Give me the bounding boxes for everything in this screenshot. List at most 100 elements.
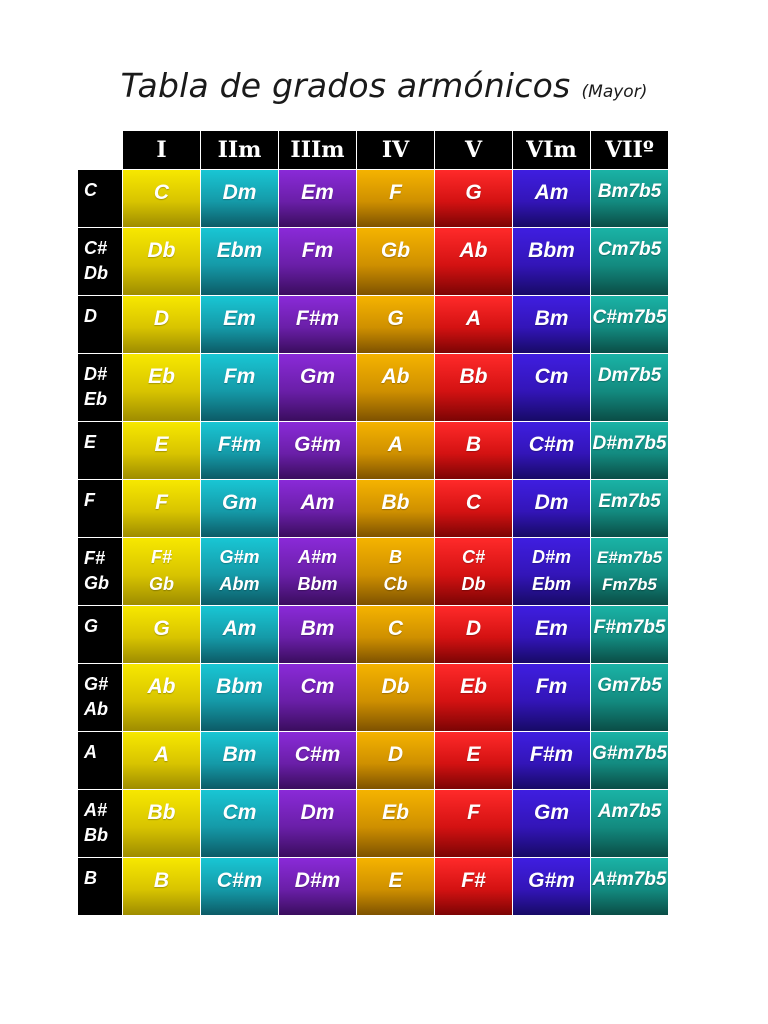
chord-cell: Bb xyxy=(357,480,434,537)
title-main: Tabla de grados armónicos xyxy=(120,66,571,105)
chord-cell: A#m7b5 xyxy=(591,858,668,915)
chord-cell: Bm7b5 xyxy=(591,170,668,227)
chord-cell: G#m xyxy=(513,858,590,915)
chord-cell: C xyxy=(123,170,200,227)
chord-cell: F#m xyxy=(201,422,278,479)
chord-cell: B xyxy=(123,858,200,915)
chord-cell: Ab xyxy=(123,664,200,731)
chord-cell: Fm xyxy=(201,354,278,421)
chord-degree-table: I IIm IIIm IV V VIm VIIº C C Dm Em F G Am Bm7b5 C# Db Db… xyxy=(78,131,668,915)
chord-cell: Bbm xyxy=(513,228,590,295)
chord-cell: Fm xyxy=(513,664,590,731)
chord-cell: Ab xyxy=(435,228,512,295)
chord-cell: Eb xyxy=(435,664,512,731)
chord-cell: Dm7b5 xyxy=(591,354,668,421)
chord-cell: Am xyxy=(513,170,590,227)
column-header-degree: VIIº xyxy=(591,131,668,169)
row-header-key: F xyxy=(78,480,122,537)
title-subtitle: (Mayor) xyxy=(581,82,648,102)
chord-cell: D#m7b5 xyxy=(591,422,668,479)
chord-cell: C#m xyxy=(279,732,356,789)
chord-cell: Db xyxy=(123,228,200,295)
column-header-degree: VIm xyxy=(513,131,590,169)
chord-cell: C#m xyxy=(201,858,278,915)
row-header-key: G xyxy=(78,606,122,663)
chord-cell: Am xyxy=(279,480,356,537)
chord-cell: G#m xyxy=(279,422,356,479)
chord-cell: Eb xyxy=(123,354,200,421)
chord-cell: Bbm xyxy=(201,664,278,731)
chord-cell: A xyxy=(435,296,512,353)
chord-cell: C xyxy=(435,480,512,537)
chord-cell: Cm xyxy=(279,664,356,731)
chord-cell: Bm xyxy=(513,296,590,353)
chord-cell: F xyxy=(435,790,512,857)
chord-cell: G#m Abm xyxy=(201,538,278,605)
chord-cell: Em7b5 xyxy=(591,480,668,537)
chord-cell: D xyxy=(435,606,512,663)
row-header-key: C# Db xyxy=(78,228,122,295)
page-title: Tabla de grados armónicos (Mayor) xyxy=(0,66,768,105)
chord-cell: Gm xyxy=(513,790,590,857)
chord-cell: G xyxy=(357,296,434,353)
row-header-key: A# Bb xyxy=(78,790,122,857)
chord-cell: C#m7b5 xyxy=(591,296,668,353)
chord-cell: Cm xyxy=(513,354,590,421)
chord-cell: C# Db xyxy=(435,538,512,605)
chord-cell: C xyxy=(357,606,434,663)
chord-cell: D#m xyxy=(279,858,356,915)
table-corner xyxy=(78,131,122,169)
column-header-degree: IIIm xyxy=(279,131,356,169)
chord-cell: F#m7b5 xyxy=(591,606,668,663)
column-header-degree: IIm xyxy=(201,131,278,169)
row-header-key: E xyxy=(78,422,122,479)
row-header-key: G# Ab xyxy=(78,664,122,731)
chord-cell: F# xyxy=(435,858,512,915)
row-header-key: F# Gb xyxy=(78,538,122,605)
chord-cell: Bb xyxy=(123,790,200,857)
row-header-key: A xyxy=(78,732,122,789)
chord-cell: F#m xyxy=(279,296,356,353)
chord-cell: Cm xyxy=(201,790,278,857)
chord-cell: Gb xyxy=(357,228,434,295)
chord-cell: G#m7b5 xyxy=(591,732,668,789)
chord-cell: Bb xyxy=(435,354,512,421)
chord-cell: A xyxy=(123,732,200,789)
chord-cell: Dm xyxy=(279,790,356,857)
chord-cell: D xyxy=(357,732,434,789)
chord-cell: E xyxy=(357,858,434,915)
column-header-degree: V xyxy=(435,131,512,169)
row-header-key: C xyxy=(78,170,122,227)
chord-cell: Fm xyxy=(279,228,356,295)
chord-cell: E xyxy=(435,732,512,789)
chord-cell: E#m7b5 Fm7b5 xyxy=(591,538,668,605)
chord-cell: C#m xyxy=(513,422,590,479)
chord-cell: D#m Ebm xyxy=(513,538,590,605)
chord-cell: Dm xyxy=(513,480,590,537)
chord-cell: Am7b5 xyxy=(591,790,668,857)
chord-cell: Ebm xyxy=(201,228,278,295)
chord-cell: Eb xyxy=(357,790,434,857)
chord-cell: B Cb xyxy=(357,538,434,605)
chord-cell: B xyxy=(435,422,512,479)
chord-cell: Ab xyxy=(357,354,434,421)
chord-cell: G xyxy=(435,170,512,227)
chord-cell: Am xyxy=(201,606,278,663)
column-header-degree: IV xyxy=(357,131,434,169)
column-header-degree: I xyxy=(123,131,200,169)
chord-cell: F# Gb xyxy=(123,538,200,605)
chord-cell: Bm xyxy=(279,606,356,663)
chord-cell: Bm xyxy=(201,732,278,789)
chord-cell: Gm xyxy=(279,354,356,421)
chord-cell: Gm7b5 xyxy=(591,664,668,731)
chord-cell: A xyxy=(357,422,434,479)
chord-cell: Em xyxy=(279,170,356,227)
chord-cell: Db xyxy=(357,664,434,731)
chord-cell: F xyxy=(357,170,434,227)
chord-cell: E xyxy=(123,422,200,479)
chord-cell: Em xyxy=(201,296,278,353)
chord-cell: D xyxy=(123,296,200,353)
row-header-key: D xyxy=(78,296,122,353)
chord-cell: G xyxy=(123,606,200,663)
row-header-key: D# Eb xyxy=(78,354,122,421)
